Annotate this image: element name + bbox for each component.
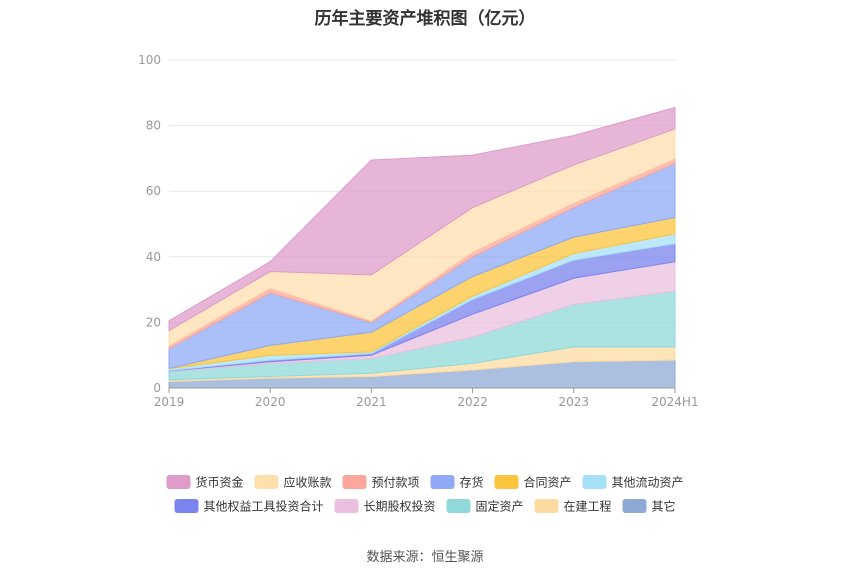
y-tick-label: 0 [153,381,161,395]
chart-title: 历年主要资产堆积图（亿元） [314,9,536,29]
legend-label: 其他流动资产 [612,476,684,490]
legend-swatch [622,499,647,513]
legend-label: 其它 [652,499,676,514]
legend-swatch [430,475,455,489]
area-series [168,106,676,332]
legend-swatch [446,499,471,513]
legend-label: 固定资产 [476,499,524,514]
x-tick-label: 2022 [457,395,488,409]
legend-swatch [174,499,199,513]
stacked-area-chart: 0 20 40 60 80 100 2019 2020 2021 2022 2023 2024H1 货币… [138,53,699,514]
legend-label: 应收账款 [284,475,332,490]
legend-swatch [582,475,607,489]
y-tick-label: 80 [146,119,161,133]
legend-swatch [254,475,279,489]
x-tick-label: 2020 [255,395,286,409]
y-tick-label: 60 [146,184,161,198]
legend-swatch [334,499,359,513]
legend-label: 合同资产 [524,475,572,490]
legend-swatch [494,475,519,489]
x-tick-label: 2023 [559,395,590,409]
legend-label: 存货 [460,475,484,490]
legend-label: 在建工程 [564,499,612,514]
y-tick-label: 100 [138,53,161,67]
y-tick-label: 40 [146,250,161,264]
legend-label: 其他权益工具投资合计 [204,499,324,514]
data-source: 数据来源：恒生聚源 [366,550,484,565]
legend-swatch [342,475,367,489]
legend-swatch [166,475,191,489]
y-tick-label: 20 [146,315,161,329]
x-tick-label: 2024H1 [651,395,698,409]
legend-label: 货币资金 [196,475,244,490]
legend-label: 预付款项 [372,476,420,490]
legend-swatch [534,499,559,513]
x-tick-label: 2021 [356,395,387,409]
x-tick-label: 2019 [154,395,185,409]
legend-label: 长期股权投资 [364,499,436,514]
